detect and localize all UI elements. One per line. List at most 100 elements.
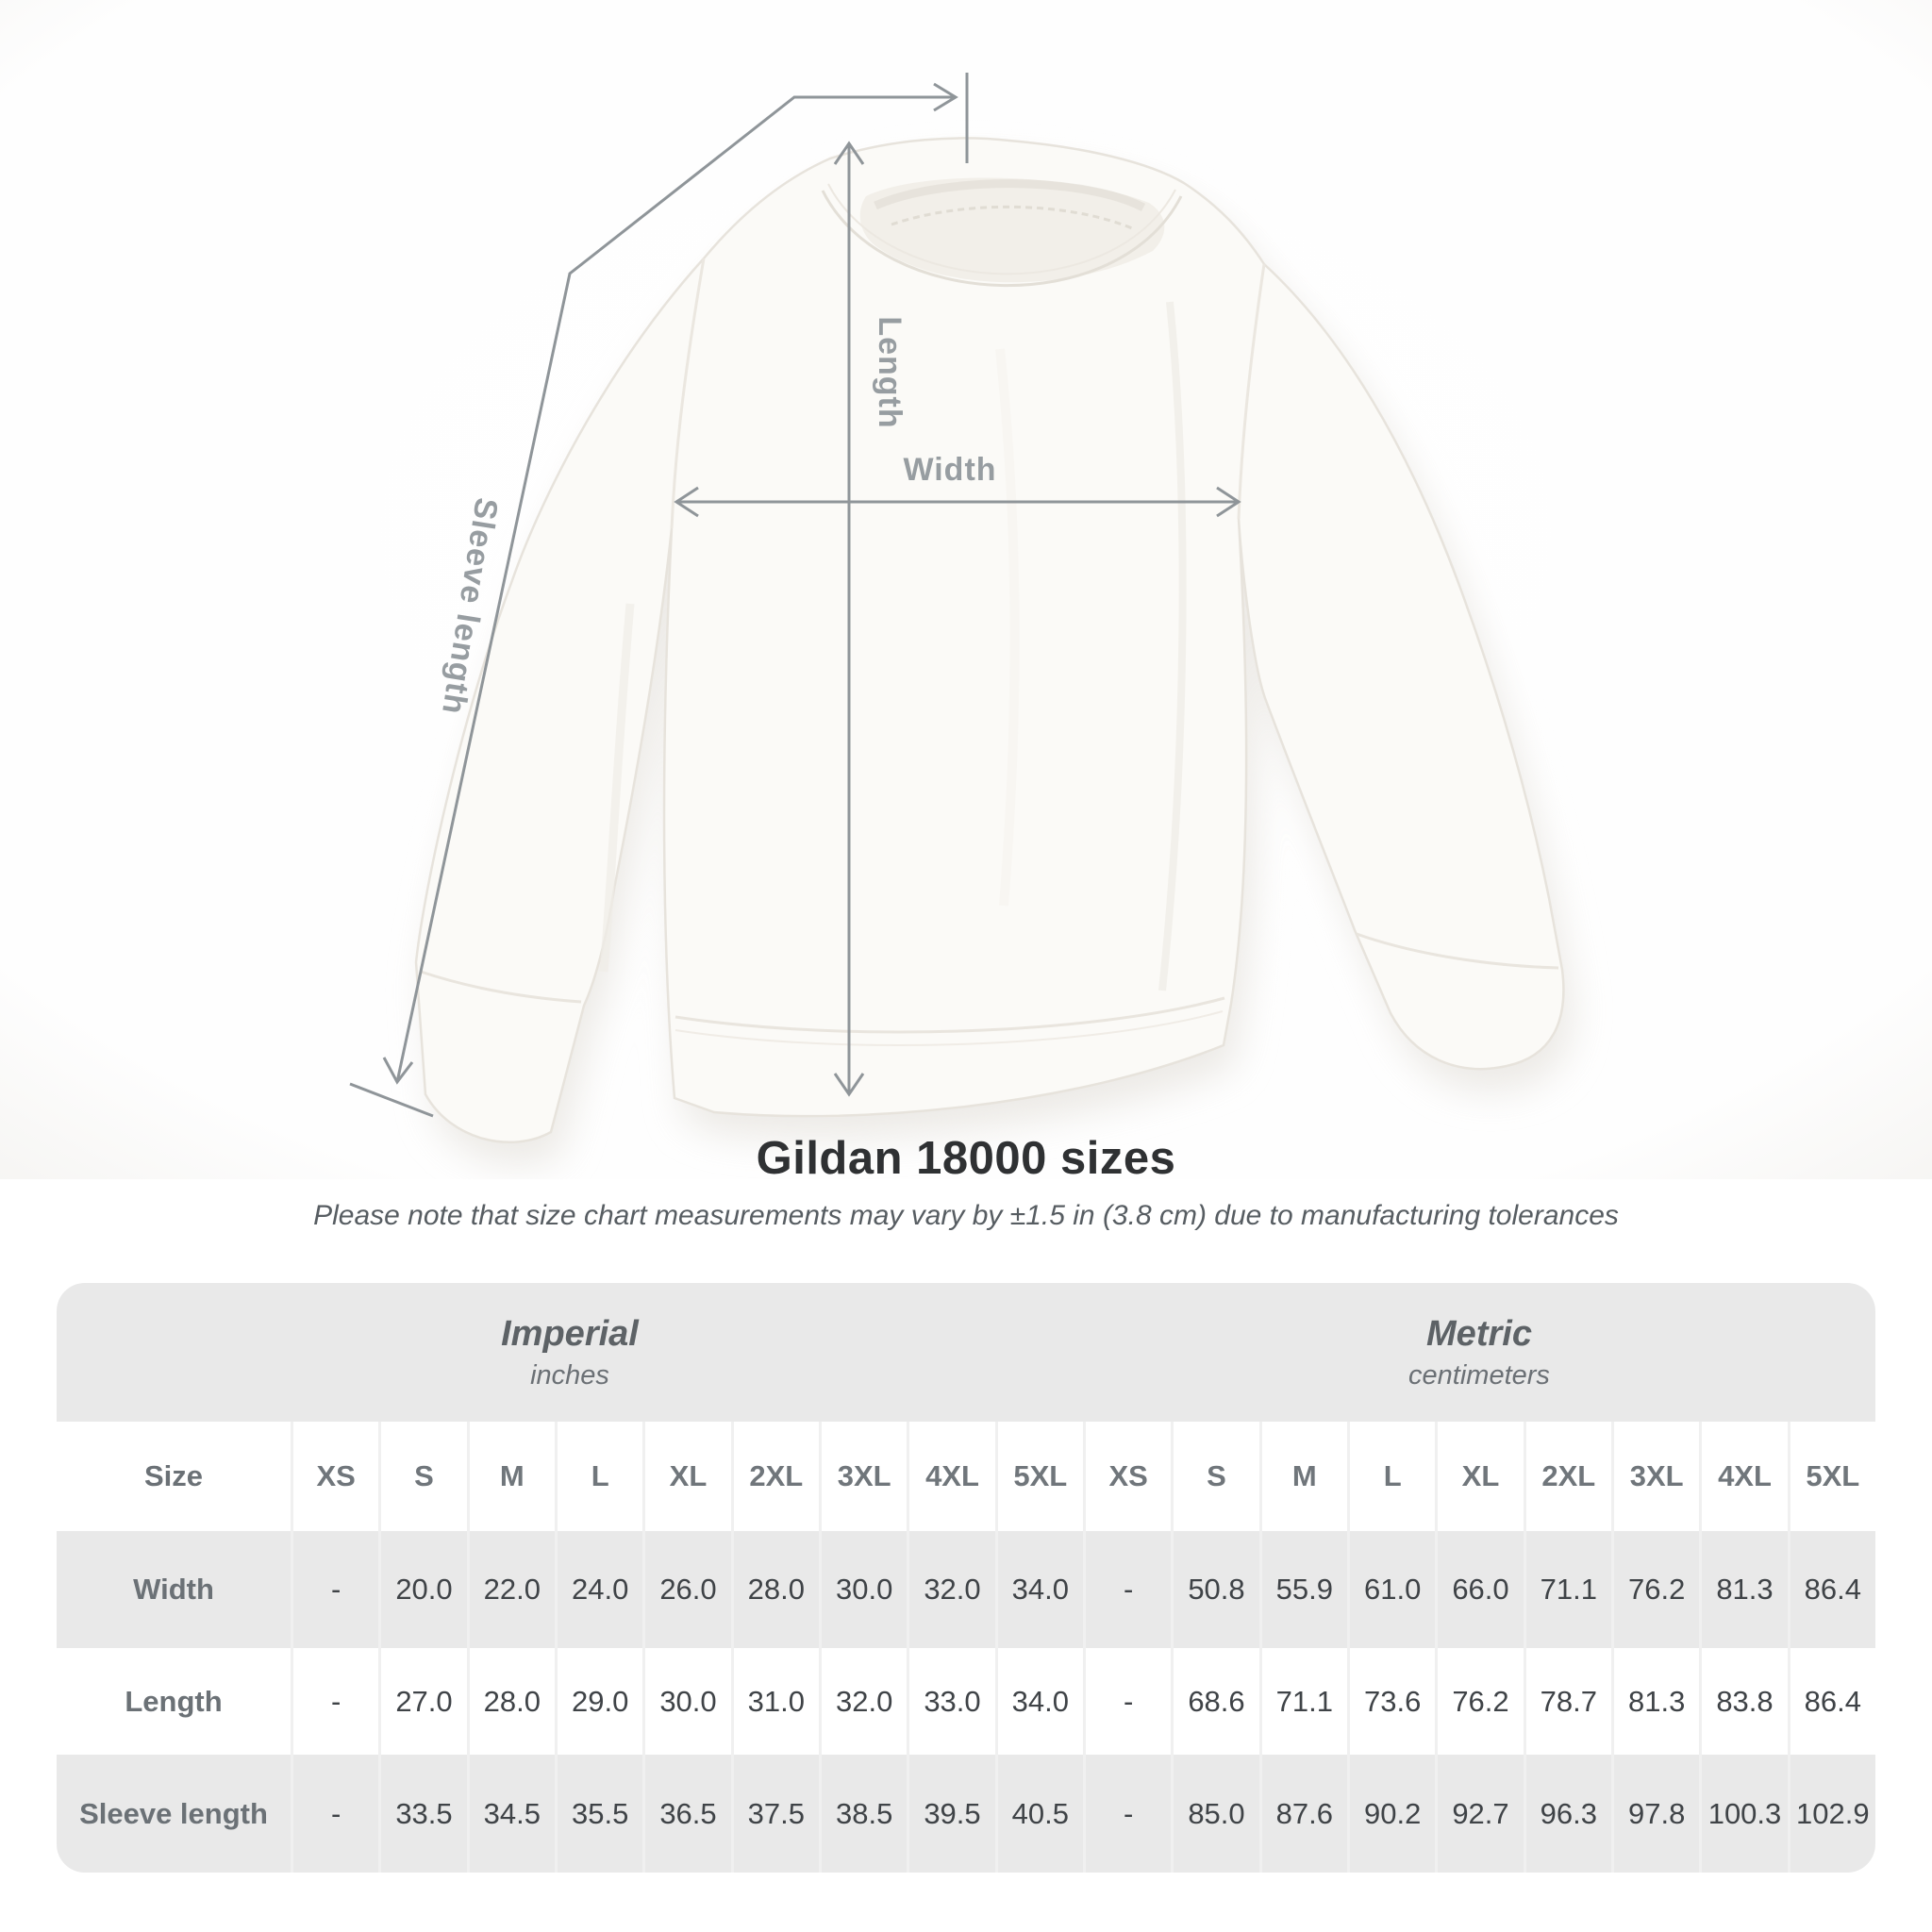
value-cell: 34.5 bbox=[466, 1755, 555, 1873]
size-header-cell: 3XL bbox=[819, 1422, 907, 1531]
length-label: Length bbox=[872, 316, 908, 428]
value-cell: 39.5 bbox=[907, 1755, 994, 1873]
row-label: Length bbox=[125, 1684, 223, 1718]
imperial-label: Imperial bbox=[501, 1313, 639, 1354]
value-cell: 86.4 bbox=[1787, 1531, 1875, 1648]
value-cell: 32.0 bbox=[907, 1531, 994, 1648]
size-header-cell: 2XL bbox=[730, 1422, 819, 1531]
value-cell: 55.9 bbox=[1258, 1531, 1347, 1648]
value-cell: 83.8 bbox=[1699, 1648, 1787, 1755]
row-label: Width bbox=[133, 1573, 214, 1606]
value-cell: 71.1 bbox=[1523, 1531, 1611, 1648]
value-cell: 50.8 bbox=[1171, 1531, 1258, 1648]
value-cell: 71.1 bbox=[1258, 1648, 1347, 1755]
value-cell: 87.6 bbox=[1258, 1755, 1347, 1873]
value-cell: 28.0 bbox=[730, 1531, 819, 1648]
value-cell: 85.0 bbox=[1171, 1755, 1258, 1873]
right-armhole-seam bbox=[1237, 263, 1266, 520]
value-cell: 61.0 bbox=[1347, 1531, 1435, 1648]
value-cell: 38.5 bbox=[819, 1755, 907, 1873]
value-cell: 20.0 bbox=[378, 1531, 466, 1648]
imperial-group-header: Imperial inches bbox=[57, 1283, 1083, 1422]
size-header-cell: L bbox=[555, 1422, 642, 1531]
table-row: Length -27.0 28.0 29.0 30.0 31.0 32.0 33.0 34.0-… bbox=[57, 1648, 1875, 1755]
size-header-cell: XS bbox=[291, 1422, 378, 1531]
metric-label: Metric bbox=[1426, 1313, 1532, 1354]
value-cell: - bbox=[1083, 1755, 1171, 1873]
value-cell: - bbox=[291, 1648, 378, 1755]
metric-group-header: Metric centimeters bbox=[1083, 1283, 1875, 1422]
value-cell: 68.6 bbox=[1171, 1648, 1258, 1755]
size-header-cell: 4XL bbox=[1699, 1422, 1787, 1531]
value-cell: 37.5 bbox=[730, 1755, 819, 1873]
size-column-header: Size bbox=[143, 1459, 204, 1492]
value-cell: 33.5 bbox=[378, 1755, 466, 1873]
value-cell: - bbox=[1083, 1648, 1171, 1755]
size-header-cell: S bbox=[378, 1422, 466, 1531]
value-cell: 97.8 bbox=[1611, 1755, 1699, 1873]
size-header-cell: 3XL bbox=[1611, 1422, 1699, 1531]
size-header-cell: XL bbox=[1435, 1422, 1523, 1531]
left-cuff-seam bbox=[420, 970, 582, 1004]
value-cell: 29.0 bbox=[555, 1648, 642, 1755]
size-header-cell: M bbox=[466, 1422, 555, 1531]
metric-unit-label: centimeters bbox=[1408, 1359, 1550, 1391]
right-cuff-seam bbox=[1356, 932, 1559, 970]
size-header-cell: L bbox=[1347, 1422, 1435, 1531]
value-cell: 78.7 bbox=[1523, 1648, 1611, 1755]
value-cell: - bbox=[291, 1531, 378, 1648]
value-cell: 102.9 bbox=[1787, 1755, 1875, 1873]
value-cell: 92.7 bbox=[1435, 1755, 1523, 1873]
value-cell: 32.0 bbox=[819, 1648, 907, 1755]
value-cell: 40.5 bbox=[994, 1755, 1083, 1873]
value-cell: 35.5 bbox=[555, 1755, 642, 1873]
row-label: Sleeve length bbox=[79, 1796, 268, 1830]
value-cell: 76.2 bbox=[1435, 1648, 1523, 1755]
sweatshirt bbox=[414, 137, 1565, 1143]
page-title: Gildan 18000 sizes bbox=[756, 1133, 1176, 1184]
value-cell: 86.4 bbox=[1787, 1648, 1875, 1755]
width-arrow bbox=[674, 486, 1241, 518]
table-row: Width -20.0 22.0 24.0 26.0 28.0 30.0 32.0 34.0-5… bbox=[57, 1531, 1875, 1648]
width-label: Width bbox=[903, 452, 996, 488]
value-cell: 24.0 bbox=[555, 1531, 642, 1648]
size-header-cell: M bbox=[1258, 1422, 1347, 1531]
value-cell: 81.3 bbox=[1699, 1531, 1787, 1648]
size-table-rows: Size XS S M L XL 2XL 3XL 4XL 5XL XS S M L XL 2XL 3XL 4XL 5… bbox=[57, 1422, 1875, 1873]
value-cell: 33.0 bbox=[907, 1648, 994, 1755]
value-cell: - bbox=[1083, 1531, 1171, 1648]
value-cell: 30.0 bbox=[642, 1648, 730, 1755]
value-cell: 26.0 bbox=[642, 1531, 730, 1648]
sleeve-length-arrow bbox=[349, 73, 969, 1118]
value-cell: 27.0 bbox=[378, 1648, 466, 1755]
value-cell: 31.0 bbox=[730, 1648, 819, 1755]
size-header-cell: 2XL bbox=[1523, 1422, 1611, 1531]
value-cell: 22.0 bbox=[466, 1531, 555, 1648]
size-header-cell: 4XL bbox=[907, 1422, 994, 1531]
imperial-unit-label: inches bbox=[530, 1359, 609, 1391]
size-table: Imperial inches Metric centimeters Size X… bbox=[57, 1283, 1875, 1873]
value-cell: 36.5 bbox=[642, 1755, 730, 1873]
left-armhole-seam bbox=[670, 258, 706, 529]
value-cell: 96.3 bbox=[1523, 1755, 1611, 1873]
value-cell: 90.2 bbox=[1347, 1755, 1435, 1873]
sweatshirt-diagram: Length Width Sleeve length bbox=[0, 0, 1932, 1179]
value-cell: 28.0 bbox=[466, 1648, 555, 1755]
size-header-cell: XL bbox=[642, 1422, 730, 1531]
value-cell: 30.0 bbox=[819, 1531, 907, 1648]
value-cell: 34.0 bbox=[994, 1648, 1083, 1755]
size-header-row: Size XS S M L XL 2XL 3XL 4XL 5XL XS S M L XL 2XL 3XL 4XL 5… bbox=[57, 1422, 1875, 1531]
length-arrow bbox=[833, 141, 865, 1097]
tolerance-note: Please note that size chart measurements… bbox=[313, 1200, 1619, 1231]
value-cell: 34.0 bbox=[994, 1531, 1083, 1648]
collar-opening bbox=[859, 177, 1165, 283]
value-cell: 66.0 bbox=[1435, 1531, 1523, 1648]
waistband-seam bbox=[675, 996, 1225, 1034]
size-header-cell: 5XL bbox=[994, 1422, 1083, 1531]
value-cell: 81.3 bbox=[1611, 1648, 1699, 1755]
size-header-cell: 5XL bbox=[1787, 1422, 1875, 1531]
table-row: Sleeve length - 33.5 34.5 35.5 36.5 37.5 38.5 39… bbox=[57, 1755, 1875, 1873]
value-cell: 100.3 bbox=[1699, 1755, 1787, 1873]
value-cell: 76.2 bbox=[1611, 1531, 1699, 1648]
